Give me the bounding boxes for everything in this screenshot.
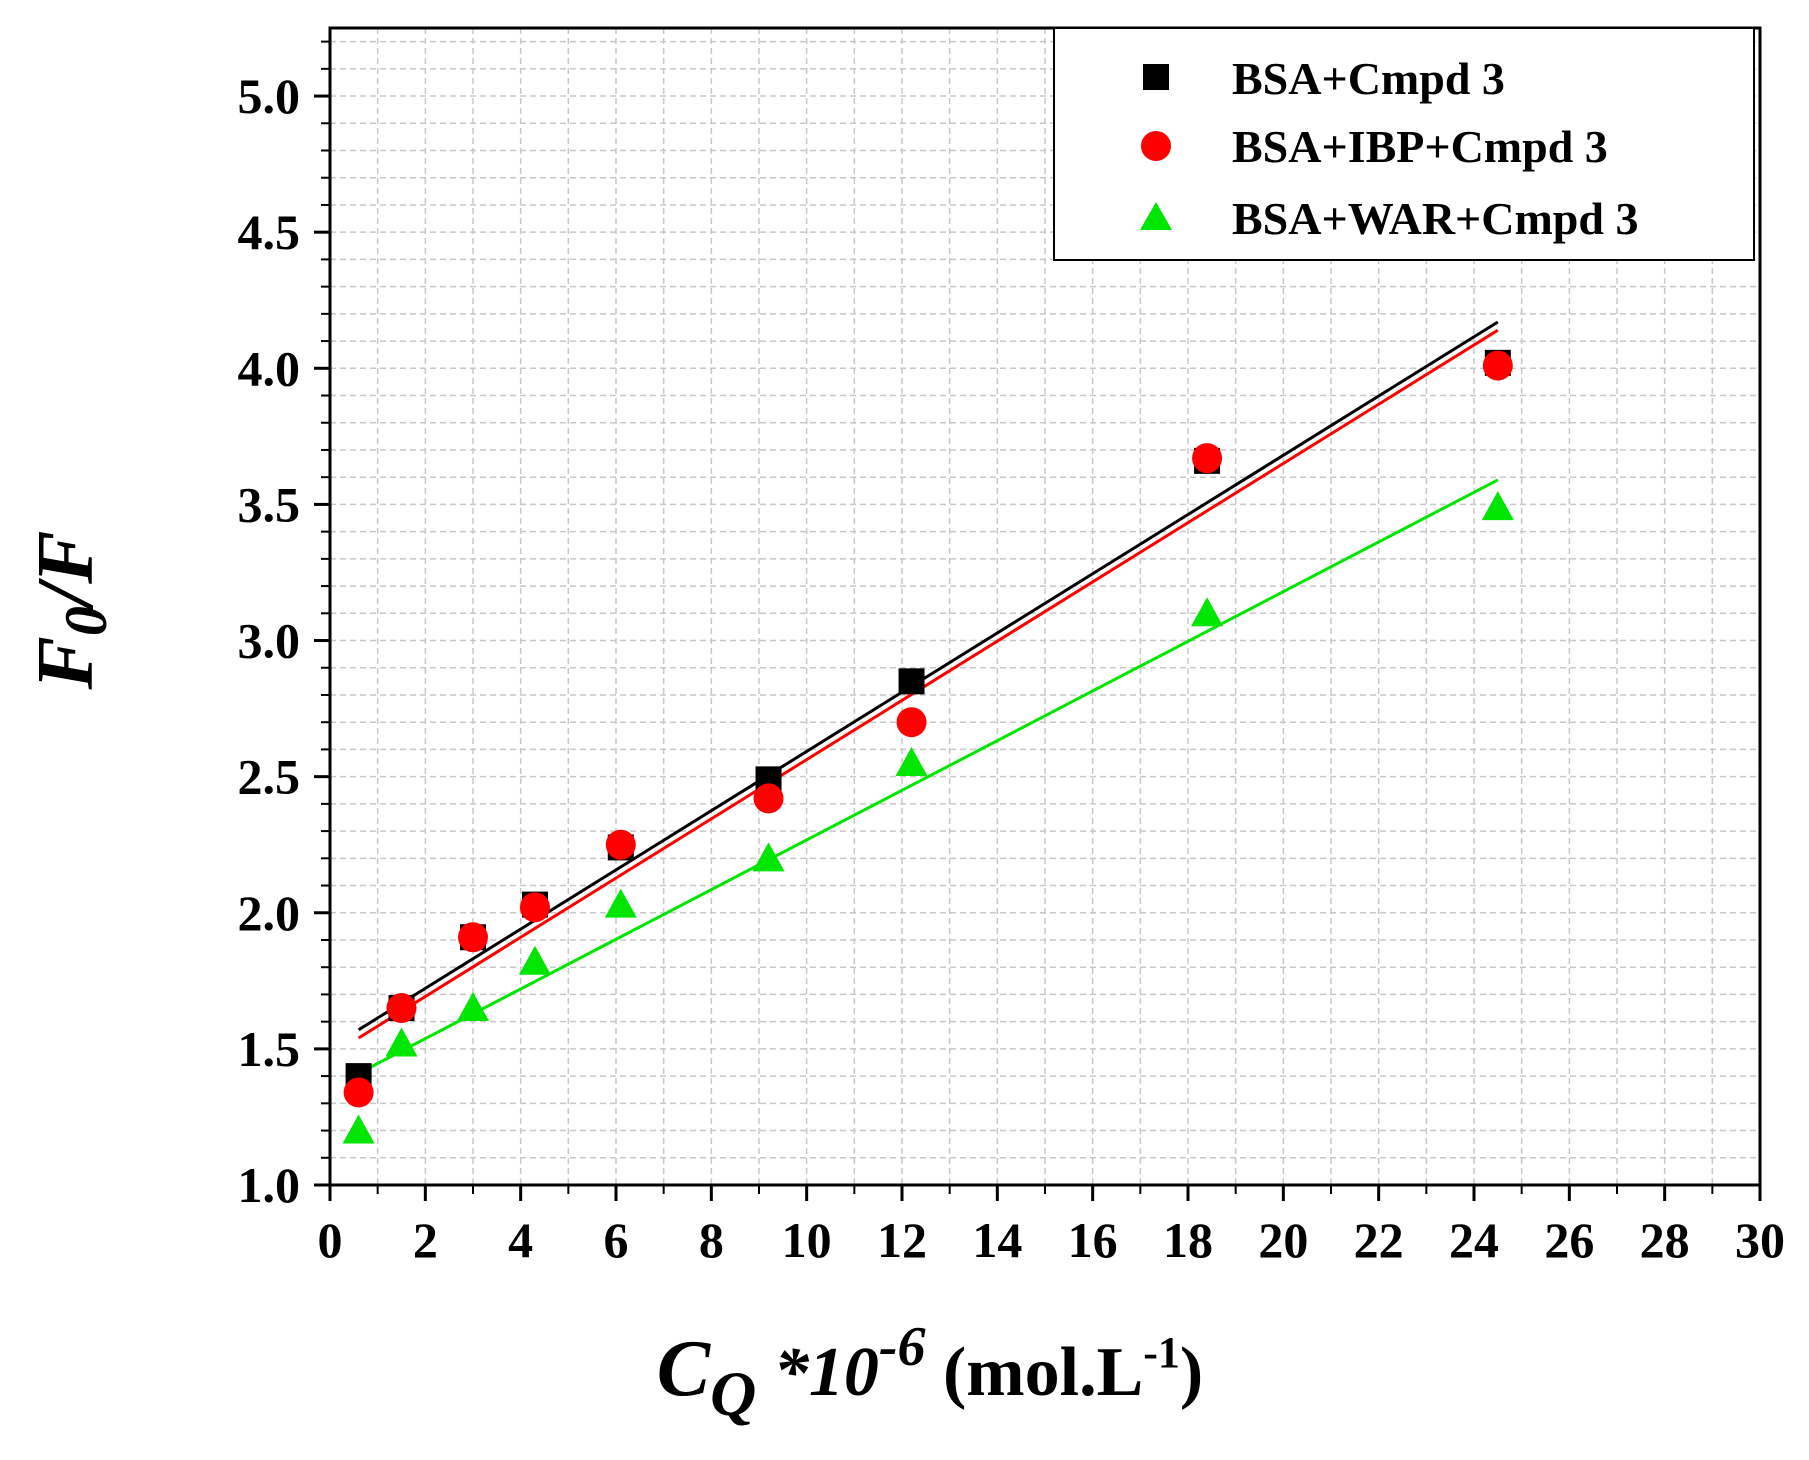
fit-line-series-0	[357, 320, 1499, 1032]
data-point-circle	[1482, 350, 1513, 381]
x-axis-title-unit-close: )	[1180, 1334, 1203, 1411]
data-point-circle	[343, 1077, 374, 1108]
x-tick-label: 2	[413, 1212, 438, 1268]
x-axis-title-exponent: -6	[879, 1316, 926, 1378]
x-tick-label: 4	[508, 1212, 533, 1268]
data-point-triangle	[1481, 491, 1514, 521]
y-axis-title-f: F	[22, 636, 110, 690]
grid	[330, 28, 1760, 1185]
data-point-circle	[519, 892, 550, 923]
x-tick-label: 18	[1163, 1212, 1213, 1268]
y-axis-title: F0/F	[22, 531, 119, 691]
x-tick-label: 30	[1735, 1212, 1785, 1268]
data-point-triangle	[518, 945, 551, 975]
y-tick-label: 1.0	[238, 1157, 301, 1213]
y-tick-label: 4.5	[238, 204, 301, 260]
x-tick-label: 6	[604, 1212, 629, 1268]
data-point-triangle	[1191, 597, 1224, 627]
data-point-square	[898, 668, 925, 695]
x-tick-label: 28	[1640, 1212, 1690, 1268]
data-point-circle	[896, 707, 927, 738]
legend-marker-triangle	[1140, 202, 1172, 230]
y-tick-label: 3.5	[238, 476, 301, 532]
legend-marker-circle	[1141, 131, 1171, 161]
x-tick-label: 14	[972, 1212, 1022, 1268]
x-axis-title-multiplier: *10	[756, 1334, 879, 1411]
legend-label-bsa-war-cmpd3: BSA+WAR+Cmpd 3	[1232, 193, 1638, 244]
x-tick-label: 12	[877, 1212, 927, 1268]
y-tick-label: 3.0	[238, 613, 301, 669]
fit-line-series-1	[357, 328, 1499, 1040]
data-point-triangle	[385, 1027, 418, 1057]
data-point-circle	[753, 783, 784, 814]
x-tick-label: 20	[1258, 1212, 1308, 1268]
y-axis-title-subscript: 0	[53, 606, 119, 636]
y-tick-label: 5.0	[238, 68, 301, 124]
data-point-circle	[458, 922, 488, 953]
legend: BSA+Cmpd 3 BSA+IBP+Cmpd 3 BSA+WAR+Cmpd 3	[1053, 27, 1755, 261]
data-point-triangle	[604, 888, 637, 918]
data-point-triangle	[752, 842, 785, 872]
y-tick-label: 4.0	[238, 340, 301, 396]
x-axis-title: CQ *10-6 (mol.L-1)	[657, 1316, 1203, 1429]
x-tick-label: 24	[1449, 1212, 1499, 1268]
y-tick-label: 2.5	[238, 749, 301, 805]
x-tick-label: 26	[1544, 1212, 1594, 1268]
data-point-triangle	[342, 1114, 375, 1144]
x-axis-title-unit: (mol.L	[926, 1334, 1144, 1411]
x-tick-label: 8	[699, 1212, 724, 1268]
fit-line-series-2	[357, 478, 1499, 1075]
data-point-circle	[605, 829, 636, 860]
legend-label-bsa-ibp-cmpd3: BSA+IBP+Cmpd 3	[1232, 121, 1608, 172]
x-axis-title-unit-exponent: -1	[1143, 1328, 1180, 1377]
data-markers	[342, 349, 1514, 1144]
y-tick-label: 1.5	[238, 1021, 301, 1077]
x-tick-label: 0	[318, 1212, 343, 1268]
data-point-triangle	[895, 747, 928, 777]
legend-marker-square	[1143, 64, 1169, 90]
x-tick-label: 16	[1068, 1212, 1118, 1268]
x-axis-title-subscript: Q	[710, 1358, 756, 1429]
data-point-triangle	[457, 992, 489, 1022]
legend-label-bsa-cmpd3: BSA+Cmpd 3	[1232, 53, 1505, 104]
x-tick-label: 22	[1354, 1212, 1404, 1268]
data-point-circle	[386, 993, 417, 1024]
x-axis-title-symbol: C	[657, 1325, 712, 1413]
x-tick-label: 10	[782, 1212, 832, 1268]
y-tick-label: 2.0	[238, 885, 301, 941]
data-point-circle	[1192, 443, 1223, 474]
axis-ticks: 0 2 4 6 8 10 12 14 16 18 20 22 24 26 28 301.01.52.02.53…	[238, 40, 1785, 1268]
y-axis-title-denominator: /F	[22, 531, 110, 612]
